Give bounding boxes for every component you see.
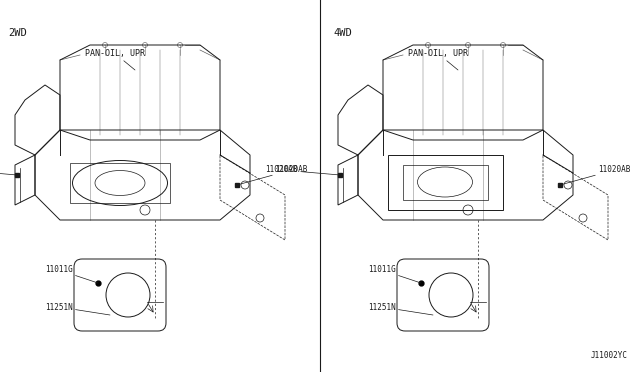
Text: 2WD: 2WD xyxy=(8,28,27,38)
Text: PAN-OIL, UPR: PAN-OIL, UPR xyxy=(408,49,468,70)
Text: 11251N: 11251N xyxy=(368,302,433,315)
Text: 11020AB: 11020AB xyxy=(0,166,17,175)
Text: 11011G: 11011G xyxy=(45,266,98,283)
Text: 11020AB: 11020AB xyxy=(237,166,307,185)
Text: PAN-OIL, UPR: PAN-OIL, UPR xyxy=(85,49,145,70)
Text: J11002YC: J11002YC xyxy=(591,351,628,360)
Text: 11011G: 11011G xyxy=(368,266,421,283)
Text: 11020AB: 11020AB xyxy=(560,166,630,185)
Text: 4WD: 4WD xyxy=(333,28,352,38)
Text: 11251N: 11251N xyxy=(45,302,110,315)
Text: 11020AB: 11020AB xyxy=(266,166,340,175)
